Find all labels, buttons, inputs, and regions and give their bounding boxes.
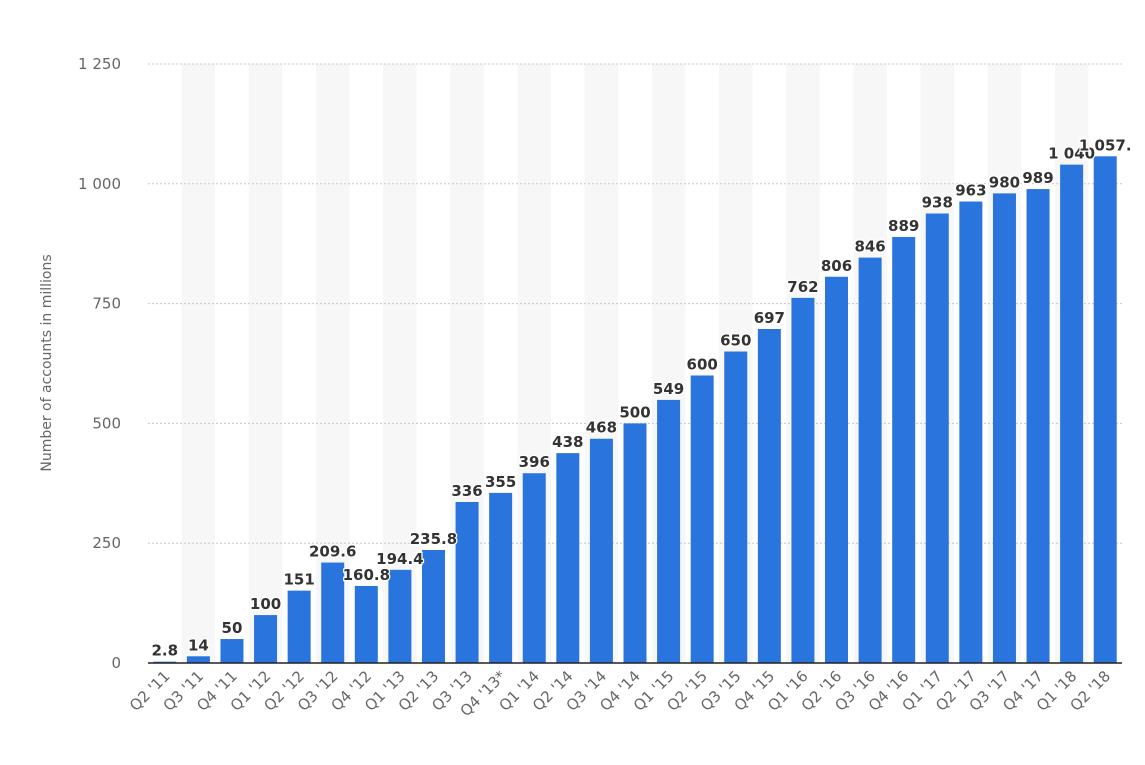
- data-label: 235.8: [410, 530, 457, 548]
- y-tick-label: 1 250: [78, 55, 121, 73]
- bar: [254, 615, 278, 663]
- bar: [825, 276, 849, 663]
- data-label: 889: [888, 217, 919, 235]
- bar: [690, 375, 714, 663]
- data-label: 468: [586, 419, 617, 437]
- data-label: 549: [653, 380, 684, 398]
- bar: [1026, 189, 1050, 663]
- bar: [959, 201, 983, 663]
- bar: [623, 423, 647, 663]
- y-axis-label: Number of accounts in millions: [39, 254, 55, 471]
- data-label: 500: [619, 403, 650, 421]
- data-label: 50: [222, 619, 243, 637]
- bar: [1093, 156, 1117, 663]
- bar: [186, 656, 210, 663]
- y-tick-label: 250: [92, 534, 121, 552]
- bar: [220, 639, 244, 663]
- data-label: 209.6: [309, 543, 356, 561]
- column-stripe: [248, 64, 283, 663]
- bar: [455, 501, 479, 663]
- data-label: 806: [821, 257, 852, 275]
- data-label: 396: [519, 453, 550, 471]
- data-label: 355: [485, 473, 516, 491]
- bars: [153, 156, 1117, 663]
- bar: [321, 562, 345, 663]
- y-tick-label: 1 000: [78, 175, 121, 193]
- data-label: 846: [854, 238, 885, 256]
- bar: [287, 590, 311, 663]
- y-tick-label: 750: [92, 295, 121, 313]
- data-label: 151: [283, 571, 314, 589]
- bar: [1060, 164, 1084, 663]
- bar: [892, 236, 916, 663]
- data-label: 980: [989, 173, 1020, 191]
- bar: [556, 453, 580, 663]
- bar: [925, 213, 949, 663]
- data-label: 194.4: [376, 550, 423, 568]
- data-label: 160.8: [343, 566, 390, 584]
- bar: [791, 297, 815, 663]
- bar: [724, 351, 748, 663]
- data-label: 438: [552, 433, 583, 451]
- data-label: 336: [451, 482, 482, 500]
- bar: [421, 550, 445, 663]
- data-label: 1 057.: [1079, 136, 1132, 154]
- data-label: 762: [787, 278, 818, 296]
- bar: [522, 473, 546, 663]
- y-tick-label: 0: [111, 654, 121, 672]
- bar: [858, 257, 882, 663]
- data-label: 938: [922, 194, 953, 212]
- bar: [354, 585, 378, 663]
- data-label: 2.8: [152, 642, 179, 660]
- bar: [489, 492, 513, 663]
- y-tick-label: 500: [92, 414, 121, 432]
- bar: [757, 328, 781, 663]
- data-label: 963: [955, 182, 986, 200]
- bar: [388, 569, 412, 663]
- bar: [992, 193, 1016, 663]
- data-label: 600: [687, 355, 718, 373]
- data-label: 14: [188, 636, 209, 654]
- bar: [657, 399, 681, 663]
- data-label: 697: [754, 309, 785, 327]
- data-label: 650: [720, 332, 751, 350]
- bar: [589, 438, 613, 663]
- column-stripe: [181, 64, 216, 663]
- column-stripe: [383, 64, 417, 663]
- y-axis-ticks: 0 250 500 750 1 000 1 250: [78, 55, 121, 672]
- data-label: 1 040: [1048, 145, 1095, 163]
- data-label: 989: [1022, 169, 1053, 187]
- data-label: 100: [250, 595, 281, 613]
